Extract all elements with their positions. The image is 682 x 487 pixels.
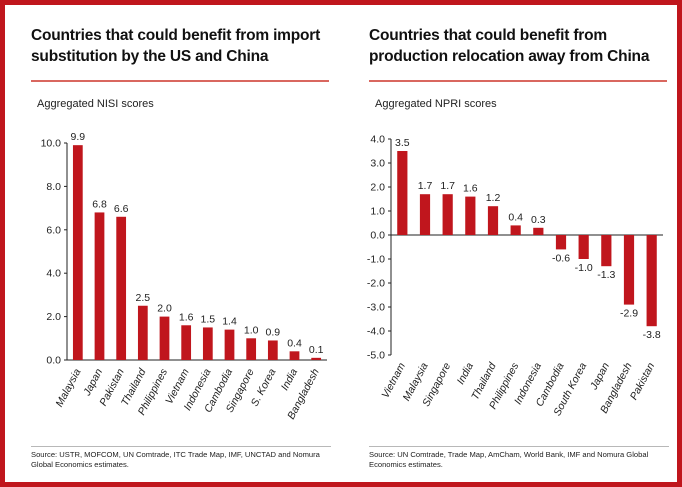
bar-value-label: -3.8 [643, 329, 661, 341]
bar-value-label: 1.5 [201, 313, 216, 325]
bar-value-label: -1.0 [575, 262, 593, 274]
bar [267, 340, 278, 360]
bar-value-label: 1.7 [418, 180, 433, 192]
bar-value-label: 1.2 [486, 192, 501, 204]
y-tick-label: 3.0 [370, 158, 385, 170]
y-tick-label: -3.0 [367, 302, 385, 314]
bar-value-label: -0.6 [552, 252, 570, 264]
bar-value-label: -2.9 [620, 308, 638, 320]
x-category-label: India [455, 361, 476, 387]
bar [181, 325, 192, 360]
bar-value-label: 3.5 [395, 137, 410, 149]
bar [623, 235, 635, 305]
bar-value-label: 1.7 [440, 180, 455, 192]
y-tick-label: 4.0 [370, 134, 385, 146]
bar-value-label: 9.9 [71, 131, 86, 143]
left-chart-title: Countries that could benefit from import… [31, 27, 321, 65]
right-chart-subtitle: Aggregated NPRI scores [375, 98, 497, 110]
bar-value-label: 2.5 [136, 292, 151, 304]
bar [646, 235, 657, 327]
bar-value-label: 0.3 [531, 214, 546, 226]
bar [442, 194, 453, 235]
y-tick-label: 2.0 [370, 182, 385, 194]
bar-value-label: 1.6 [463, 183, 478, 195]
y-tick-label: 0.0 [46, 355, 61, 367]
bar-value-label: 0.1 [309, 344, 324, 356]
bar-value-label: 6.6 [114, 203, 129, 215]
bar-value-label: 0.9 [266, 326, 281, 338]
bar [419, 194, 431, 235]
y-tick-label: -2.0 [367, 278, 385, 290]
bar [159, 316, 170, 360]
bar-value-label: 0.4 [287, 337, 302, 349]
bar [601, 235, 612, 267]
bar-value-label: 1.4 [222, 316, 237, 328]
y-tick-label: -1.0 [367, 254, 385, 266]
x-category-label: Malaysia [53, 367, 83, 409]
bar [289, 351, 300, 360]
right-chart-panel: Countries that could benefit from produc… [365, 25, 675, 480]
left-bar-chart: 0.02.04.06.08.010.09.9Malaysia6.8Japan6.… [41, 131, 327, 421]
y-tick-label: 1.0 [370, 206, 385, 218]
bar [72, 145, 83, 360]
y-tick-label: 2.0 [46, 311, 61, 323]
bar [397, 151, 408, 235]
bar-value-label: 6.8 [92, 198, 107, 210]
left-chart-subtitle: Aggregated NISI scores [37, 98, 154, 110]
x-category-label: Japan [587, 361, 612, 393]
bar [202, 327, 213, 360]
left-chart-panel: Countries that could benefit from import… [27, 25, 337, 480]
bar [94, 212, 105, 360]
y-tick-label: -5.0 [367, 350, 385, 362]
bar-value-label: 1.6 [179, 311, 194, 323]
bar-value-label: 0.4 [508, 211, 523, 223]
bar [578, 235, 589, 259]
y-tick-label: 0.0 [370, 230, 385, 242]
bar [533, 227, 544, 235]
y-tick-label: 6.0 [46, 224, 61, 236]
right-chart-title: Countries that could benefit from produc… [369, 27, 650, 65]
y-tick-label: 4.0 [46, 268, 61, 280]
bar [487, 206, 499, 235]
bar [137, 305, 148, 360]
y-tick-label: -4.0 [367, 326, 385, 338]
bar [246, 338, 257, 360]
bar [311, 357, 322, 360]
bar [510, 225, 521, 235]
bar-value-label: 1.0 [244, 324, 259, 336]
bar-value-label: -1.3 [597, 269, 615, 281]
bar [116, 216, 127, 360]
left-title-divider [31, 80, 329, 82]
bar [224, 329, 235, 360]
bar [465, 196, 476, 235]
y-tick-label: 10.0 [41, 138, 62, 150]
y-tick-label: 8.0 [46, 181, 61, 193]
right-bar-chart: 4.03.02.01.00.0-1.0-2.0-3.0-4.0-5.03.5Vi… [367, 134, 663, 418]
right-title-divider [369, 80, 667, 82]
left-chart-source: Source: USTR, MOFCOM, UN Comtrade, ITC T… [31, 446, 331, 470]
x-category-label: India [279, 367, 300, 393]
bar-value-label: 2.0 [157, 303, 172, 315]
bar [555, 235, 567, 250]
right-chart-source: Source: UN Comtrade, Trade Map, AmCham, … [369, 446, 669, 470]
